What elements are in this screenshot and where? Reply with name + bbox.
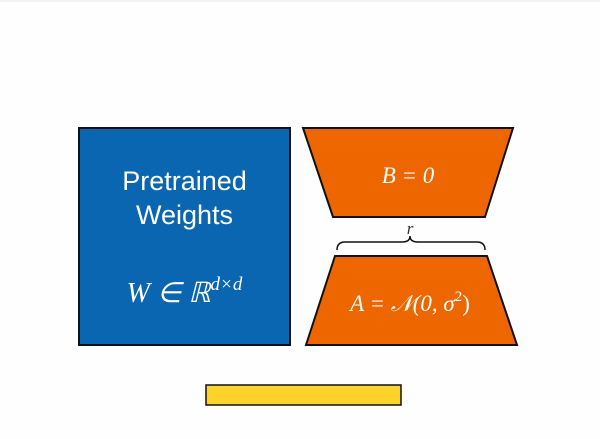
input-bar (205, 384, 402, 406)
matrix-a-label-main: A = 𝒩(0, σ (348, 291, 456, 316)
matrix-a-label: A = 𝒩(0, σ2) (348, 289, 470, 316)
rank-brace: r (336, 219, 486, 251)
pretrained-weights-block: Pretrained Weights W ∈ ℝd×d (78, 127, 291, 346)
matrix-a-label-end: ) (462, 291, 470, 316)
matrix-a-label-sup: 2 (455, 289, 463, 305)
weight-formula-sup: d×d (211, 274, 243, 295)
brace-icon (336, 235, 486, 251)
rank-label: r (407, 219, 414, 238)
matrix-b-block: B = 0 (301, 127, 515, 218)
matrix-a-trapezoid (304, 255, 519, 346)
matrix-b-label: B = 0 (382, 163, 435, 188)
weight-formula-main: W ∈ ℝ (127, 278, 213, 309)
matrix-b-trapezoid (301, 127, 515, 218)
pretrained-label-line1: Pretrained (122, 166, 247, 196)
pretrained-label-line2: Weights (136, 200, 233, 230)
pretrained-weights-box (78, 127, 291, 346)
matrix-a-block: A = 𝒩(0, σ2) (304, 255, 519, 346)
weight-formula: W ∈ ℝd×d (127, 274, 243, 309)
